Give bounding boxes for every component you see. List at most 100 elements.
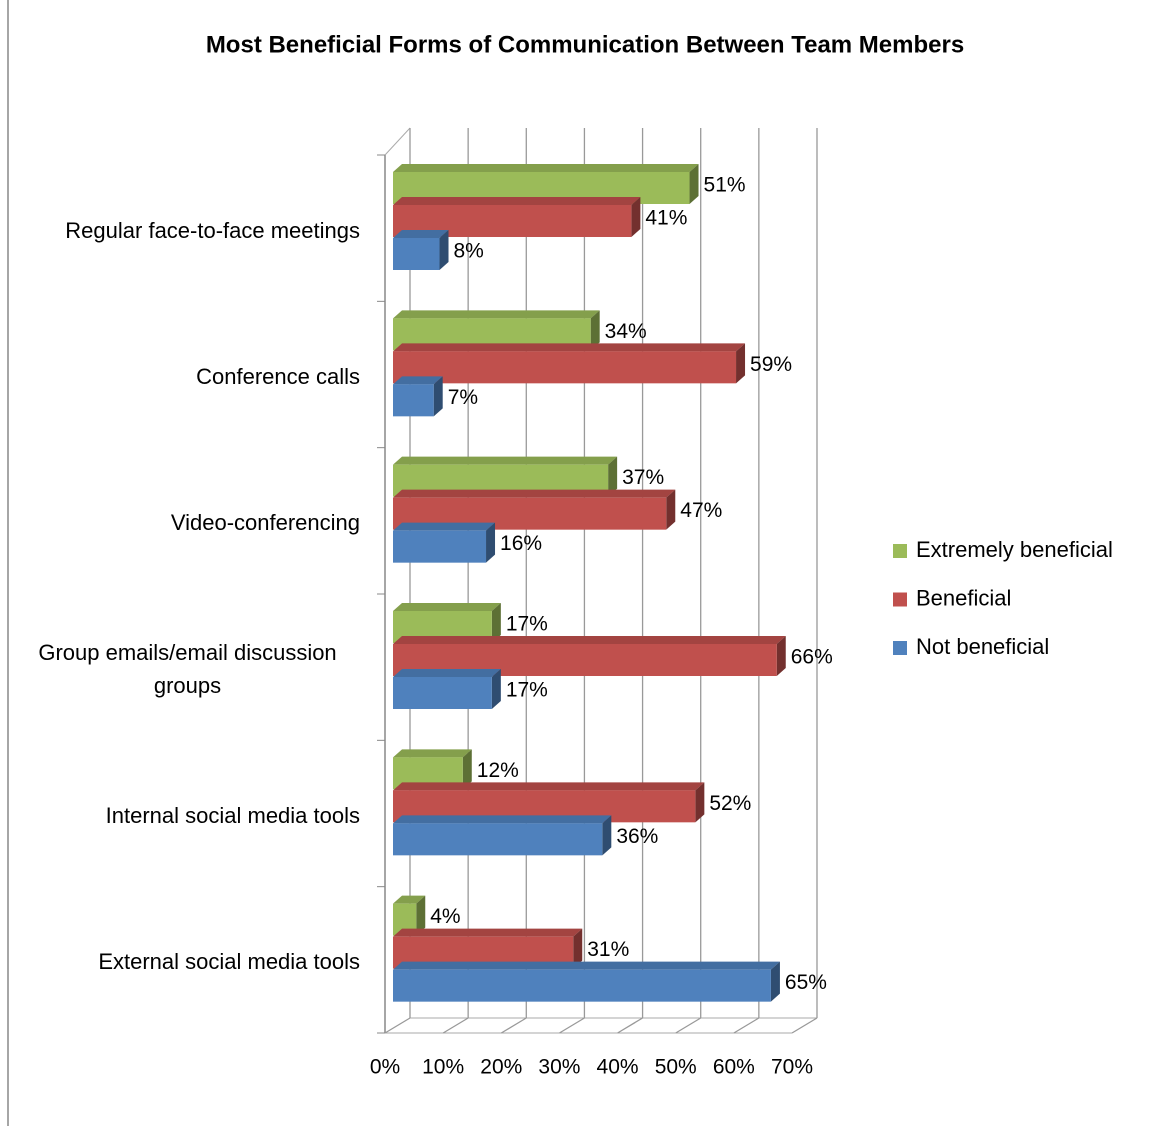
data-label: 51% xyxy=(704,174,746,197)
data-label: 17% xyxy=(506,679,548,702)
grid-line xyxy=(559,1017,585,1034)
grid-line xyxy=(791,1017,818,1034)
grid-line xyxy=(617,1017,643,1034)
bar-side xyxy=(573,928,583,969)
data-label: 31% xyxy=(587,938,629,961)
y-tick-label: External social media tools xyxy=(98,949,360,975)
x-tick-label: 70% xyxy=(771,1056,813,1079)
y-tick-label-box: Regular face-to-face meetings xyxy=(15,214,360,247)
bar-side xyxy=(416,895,426,936)
bar-side xyxy=(776,636,786,676)
bar-top xyxy=(393,164,699,172)
x-tick-label: 20% xyxy=(480,1056,522,1079)
x-tick-label: 0% xyxy=(370,1056,400,1079)
y-tick-label-box: Internal social media tools xyxy=(15,799,360,832)
bar-side xyxy=(602,815,612,856)
data-label: 65% xyxy=(785,971,827,994)
bar-side xyxy=(462,749,472,790)
bar-side xyxy=(689,164,699,204)
y-tick-label: Video-conferencing xyxy=(170,510,360,536)
data-label: 34% xyxy=(605,320,647,343)
data-label: 37% xyxy=(622,466,664,489)
bar-side xyxy=(770,961,780,1002)
data-label: 41% xyxy=(645,207,687,230)
bar-top xyxy=(393,961,780,970)
bar-top xyxy=(393,343,746,352)
data-label: 4% xyxy=(430,905,460,928)
bar-side xyxy=(486,522,496,563)
y-tick-label: Group emails/email discussion groups xyxy=(38,640,337,699)
legend-swatch xyxy=(893,544,907,558)
bar-side xyxy=(590,310,600,351)
bar-top xyxy=(393,197,641,205)
bar-top xyxy=(393,230,449,238)
bar xyxy=(393,969,771,1002)
bar xyxy=(393,351,737,384)
bar-side xyxy=(491,603,501,643)
legend-label: Not beneficial xyxy=(916,634,1049,659)
bar-top xyxy=(393,749,472,758)
left-wall xyxy=(384,127,411,156)
bar-top xyxy=(393,782,705,791)
bar-top xyxy=(393,310,600,319)
bar-side xyxy=(608,456,618,497)
chart-title: Most Beneficial Forms of Communication B… xyxy=(206,31,964,58)
bar-side xyxy=(736,343,746,384)
y-tick-label-box: Conference calls xyxy=(15,360,360,393)
bar-top xyxy=(393,669,501,677)
bar-side xyxy=(666,489,676,530)
legend-label: Extremely beneficial xyxy=(916,537,1113,562)
data-label: 16% xyxy=(500,532,542,555)
x-tick-label: 50% xyxy=(655,1056,697,1079)
bar xyxy=(393,823,603,856)
legend-label: Beneficial xyxy=(916,585,1011,610)
bar-side xyxy=(631,197,641,237)
grid-line xyxy=(675,1017,702,1034)
x-tick-label: 10% xyxy=(422,1056,464,1079)
bar xyxy=(393,384,434,417)
bar-top xyxy=(393,522,496,531)
y-tick-label-box: Video-conferencing xyxy=(15,506,360,539)
data-label: 36% xyxy=(616,825,658,848)
legend-swatch xyxy=(893,641,907,655)
bar-top xyxy=(393,489,676,498)
bar xyxy=(393,677,492,709)
bar-side xyxy=(439,230,449,270)
bar-top xyxy=(393,895,426,904)
x-tick-label: 40% xyxy=(597,1056,639,1079)
grid-line xyxy=(733,1017,760,1034)
bar-top xyxy=(393,603,501,611)
bar-side xyxy=(491,669,501,709)
bar xyxy=(393,903,417,936)
legend-swatch xyxy=(893,592,907,607)
bar-top xyxy=(393,376,443,385)
bar-top xyxy=(393,636,786,644)
data-label: 8% xyxy=(454,240,484,263)
data-label: 52% xyxy=(709,792,751,815)
y-tick-label: Conference calls xyxy=(196,364,360,389)
chart-border xyxy=(7,0,9,1126)
bar-side xyxy=(433,376,443,417)
grid-line xyxy=(384,1017,411,1034)
y-tick-label-box: External social media tools xyxy=(15,945,360,978)
bar-side xyxy=(695,782,705,823)
bar xyxy=(393,530,487,563)
data-label: 47% xyxy=(680,499,722,522)
x-tick-label: 60% xyxy=(713,1056,755,1079)
grid-line xyxy=(442,1017,469,1034)
data-label: 59% xyxy=(750,353,792,376)
y-tick-label: Regular face-to-face meetings xyxy=(65,217,360,243)
data-label: 17% xyxy=(506,613,548,636)
bar-top xyxy=(393,928,583,937)
x-tick-label: 30% xyxy=(538,1056,580,1079)
data-label: 66% xyxy=(791,646,833,669)
bar-top xyxy=(393,815,612,824)
bar xyxy=(393,238,440,270)
y-tick-label-box: Group emails/email discussion groups xyxy=(15,636,360,702)
data-label: 12% xyxy=(477,759,519,782)
y-tick-label: Internal social media tools xyxy=(105,803,360,828)
grid-line xyxy=(500,1017,527,1034)
bar-top xyxy=(393,456,618,465)
